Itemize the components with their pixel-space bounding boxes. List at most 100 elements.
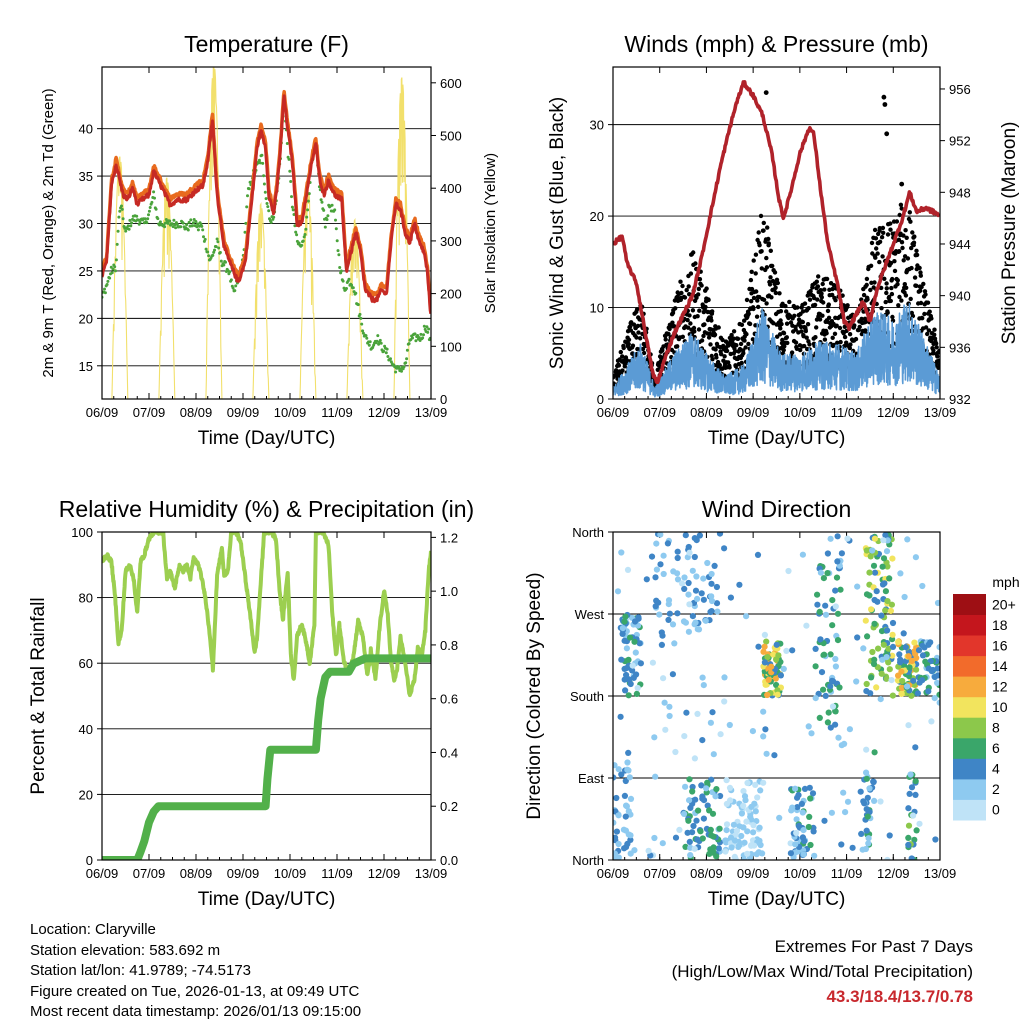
gust-point — [778, 309, 784, 314]
wind-direction-point — [771, 752, 778, 759]
wind-direction-point — [800, 827, 807, 834]
gust-point — [847, 345, 852, 351]
dewpoint-point — [172, 218, 176, 222]
wind-direction-point — [932, 836, 939, 843]
dewpoint-point — [345, 287, 348, 290]
dewpoint-point — [244, 221, 248, 225]
gust-point — [751, 258, 756, 263]
gust-point — [751, 306, 756, 312]
wind-direction-point — [820, 575, 828, 582]
dewpoint-point — [147, 209, 151, 213]
wind-direction-point — [905, 722, 912, 729]
wind-direction-point — [838, 841, 845, 848]
gust-point — [772, 270, 778, 275]
wind-direction-point — [622, 777, 629, 785]
dewpoint-point — [365, 336, 369, 340]
wind-direction-point — [659, 840, 666, 847]
dewpoint-point — [143, 217, 147, 221]
dewpoint-point — [333, 208, 337, 212]
wind-direction-point — [805, 823, 812, 831]
temp-xtick-label: 07/09 — [133, 405, 166, 420]
wind-direction-point — [682, 619, 690, 626]
wind-direction-point — [618, 771, 625, 778]
gust-point — [869, 240, 875, 246]
wind-direction-point — [865, 840, 872, 847]
wind-direction-point — [854, 583, 861, 590]
dewpoint-point — [334, 218, 337, 222]
wind-direction-point — [710, 751, 717, 758]
gust-point — [912, 234, 917, 239]
wind-direction-point — [883, 654, 890, 661]
dewpoint-point — [204, 247, 208, 251]
gust-point — [848, 342, 853, 347]
wind-direction-point — [685, 591, 692, 598]
gust-point — [764, 265, 770, 270]
wind-direction-point — [868, 606, 875, 613]
wind-direction-point — [910, 812, 917, 819]
wind-direction-point — [631, 638, 638, 645]
gust-point — [727, 365, 732, 370]
wind-direction-point — [857, 788, 864, 795]
gust-point — [627, 324, 633, 329]
gust-point — [907, 210, 912, 215]
wind-direction-point — [652, 603, 659, 610]
wind-direction-point — [863, 547, 870, 554]
wind-direction-point — [877, 696, 884, 703]
wind-direction-point — [936, 691, 940, 698]
gust-point — [747, 321, 753, 327]
dewpoint-point — [243, 230, 247, 234]
gust-point — [908, 296, 913, 302]
wind-direction-point — [666, 610, 674, 617]
wind-direction-point — [683, 709, 690, 716]
wind-direction-point — [672, 748, 679, 756]
wind-direction-point — [755, 849, 762, 856]
dewpoint-point — [301, 239, 305, 243]
wind-direction-point — [772, 675, 779, 682]
dewpoint-point — [245, 205, 249, 209]
wind-direction-point — [878, 670, 885, 677]
wdir-axes: Wind Direction 06/09 07/09 08/09 09/09 10/09 1… — [570, 496, 956, 910]
gust-point — [884, 286, 889, 291]
wdir-xtick-label: 13/09 — [924, 866, 957, 881]
wind-direction-point — [905, 834, 912, 842]
gust-point — [889, 291, 895, 297]
wind-direction-point — [715, 845, 722, 852]
wind-direction-point — [896, 651, 903, 658]
wind-direction-point — [631, 847, 638, 854]
wind-direction-point — [905, 653, 912, 660]
dewpoint-point — [121, 217, 125, 221]
station-info: Location: Claryville Station elevation: … — [30, 920, 361, 1023]
wind-direction-point — [934, 599, 940, 607]
wind-direction-point — [736, 581, 743, 588]
gust-point — [784, 335, 789, 340]
wind-direction-point — [622, 813, 629, 820]
wind-direction-point — [695, 807, 702, 814]
colorbar-label: 0 — [992, 802, 1000, 818]
dewpoint-point — [148, 206, 152, 209]
relative-humidity-line — [102, 532, 431, 698]
gust-point — [835, 340, 840, 345]
wind-ytick-label: 30 — [590, 118, 604, 133]
wind-direction-point — [798, 800, 806, 808]
gust-point — [932, 327, 937, 332]
gust-point — [666, 331, 671, 337]
wind-direction-point — [912, 554, 920, 561]
station-latlon: Station lat/lon: 41.9789; -74.5173 — [30, 962, 252, 979]
wind-direction-point — [707, 846, 714, 853]
wind-direction-point — [787, 850, 795, 857]
gust-point — [888, 221, 893, 226]
wind-direction-point — [691, 553, 698, 561]
wind-xtick-label: 11/09 — [831, 405, 863, 420]
temp-2m-line — [102, 89, 431, 311]
dewpoint-point — [170, 222, 174, 226]
dewpoint-point — [402, 365, 406, 369]
rh-xtick-label: 06/09 — [86, 866, 119, 881]
gust-point — [794, 346, 800, 351]
gust-point — [742, 338, 747, 343]
wind-direction-point — [912, 744, 919, 751]
gust-point — [838, 339, 843, 345]
gust-point — [873, 236, 879, 241]
gust-point — [898, 202, 904, 207]
temp-ytick-label: 15 — [79, 359, 93, 374]
gust-point — [687, 313, 692, 318]
